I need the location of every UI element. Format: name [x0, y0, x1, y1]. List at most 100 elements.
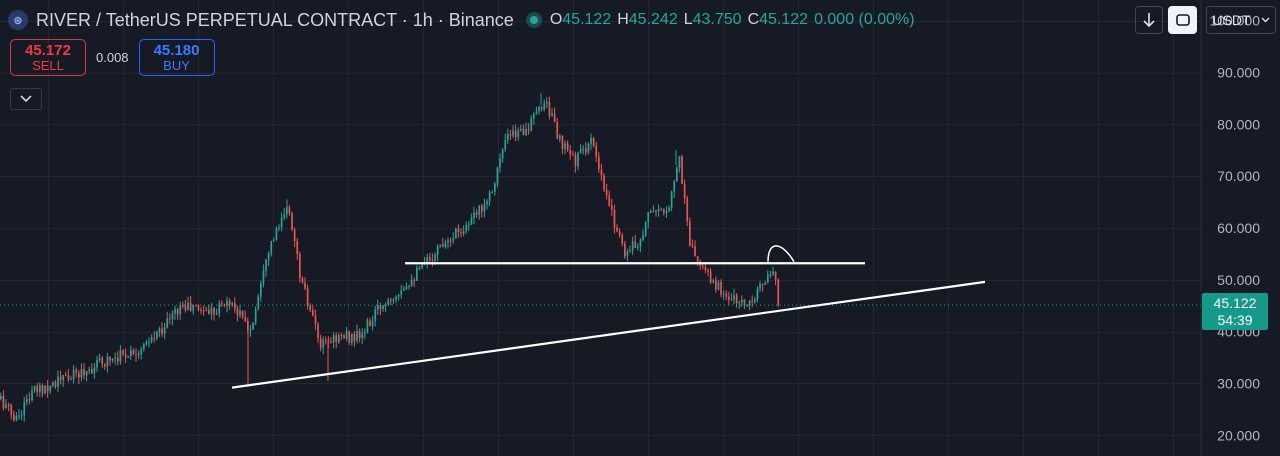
candle-body: [756, 288, 759, 300]
candle-body: [75, 369, 78, 373]
sell-button[interactable]: 45.172 SELL: [10, 39, 86, 76]
candle-body: [449, 240, 452, 242]
candle-body: [639, 240, 642, 247]
candle-body: [18, 415, 20, 417]
candle-body: [179, 304, 182, 315]
candle-body: [286, 207, 288, 215]
price-tick-label: 100.000: [1209, 13, 1260, 29]
market-status-icon[interactable]: [525, 12, 542, 28]
candle-body: [200, 309, 202, 311]
candle-body: [496, 167, 499, 184]
candle-body: [117, 357, 119, 362]
collapse-legend-button[interactable]: [10, 88, 42, 110]
candle-body: [553, 113, 556, 122]
candle-body: [28, 399, 31, 401]
candle-body: [96, 359, 98, 368]
candle-body: [595, 145, 598, 157]
candle-body: [613, 209, 616, 228]
currency-select[interactable]: USDT: [1206, 6, 1276, 34]
candle-body: [509, 134, 512, 136]
candle-body: [221, 303, 223, 305]
candle-body: [280, 217, 283, 228]
candle-body: [670, 191, 673, 208]
candle-body: [371, 321, 374, 327]
candle-body: [358, 331, 361, 339]
candle-body: [546, 101, 548, 104]
download-button[interactable]: [1135, 6, 1163, 34]
candle-body: [436, 245, 439, 255]
candle-body: [226, 300, 228, 306]
candle-body: [702, 265, 704, 267]
close-value: 45.122: [759, 11, 809, 28]
candle-body: [650, 211, 652, 213]
candle-body: [540, 107, 543, 110]
candle-body: [501, 149, 504, 159]
candle-body: [605, 189, 608, 196]
candle-body: [33, 385, 36, 391]
candle-body: [559, 135, 561, 139]
candle-body: [566, 143, 569, 151]
candle-body: [291, 213, 293, 230]
candle-body: [145, 342, 148, 345]
candle-body: [54, 382, 57, 387]
open-label: O: [549, 11, 563, 28]
candle-body: [618, 231, 621, 236]
buy-button[interactable]: 45.180 BUY: [138, 39, 215, 76]
sell-price: 45.172: [25, 41, 71, 59]
candle-body: [143, 344, 145, 350]
candle-body: [26, 399, 28, 403]
candle-body: [384, 304, 387, 306]
candle-body: [88, 369, 91, 372]
candle-body: [59, 376, 62, 381]
candle-body: [644, 222, 647, 236]
candle-body: [44, 385, 46, 394]
candle-body: [10, 404, 13, 415]
candle-body: [205, 309, 208, 311]
candle-body: [85, 371, 88, 376]
candle-body: [0, 396, 2, 399]
candle-body: [57, 376, 59, 387]
candle-body: [660, 209, 663, 211]
candle-body: [189, 302, 192, 311]
candle-body: [494, 183, 496, 192]
candle-body: [431, 259, 434, 261]
candle-body: [748, 300, 751, 305]
candle-body: [551, 113, 553, 116]
buy-price: 45.180: [153, 41, 200, 59]
candle-body: [582, 148, 585, 150]
candle-body: [600, 169, 603, 176]
symbol-title[interactable]: RIVER / TetherUS PERPETUAL CONTRACT · 1h…: [36, 9, 514, 30]
candle-body: [366, 320, 369, 333]
candle-body: [109, 356, 111, 361]
candle-body: [210, 307, 213, 315]
candle-body: [468, 224, 470, 226]
candle-body: [520, 129, 522, 131]
candle-body: [267, 253, 270, 260]
candle-body: [426, 257, 429, 263]
price-tick-label: 90.000: [1217, 65, 1260, 81]
candle-body: [652, 211, 655, 213]
candle-body: [746, 304, 748, 306]
candle-body: [374, 309, 377, 322]
candle-body: [548, 101, 551, 116]
candle-body: [525, 128, 527, 136]
candle-body: [265, 259, 267, 272]
chart-mode-button[interactable]: [1168, 6, 1197, 34]
candle-body: [774, 271, 777, 280]
candle-body: [312, 310, 314, 316]
candle-body: [668, 207, 670, 212]
candle-body: [163, 327, 166, 334]
candle-body: [769, 274, 772, 276]
candle-body: [150, 337, 153, 342]
candle-body: [585, 148, 587, 153]
candle-body: [761, 283, 764, 285]
candle-body: [533, 113, 535, 119]
candle-body: [629, 250, 631, 252]
candle-body: [182, 304, 184, 307]
candle-body: [535, 111, 538, 114]
candle-body: [93, 367, 96, 374]
candle-body: [691, 245, 694, 247]
candle-body: [52, 382, 54, 386]
candle-body: [499, 158, 501, 168]
